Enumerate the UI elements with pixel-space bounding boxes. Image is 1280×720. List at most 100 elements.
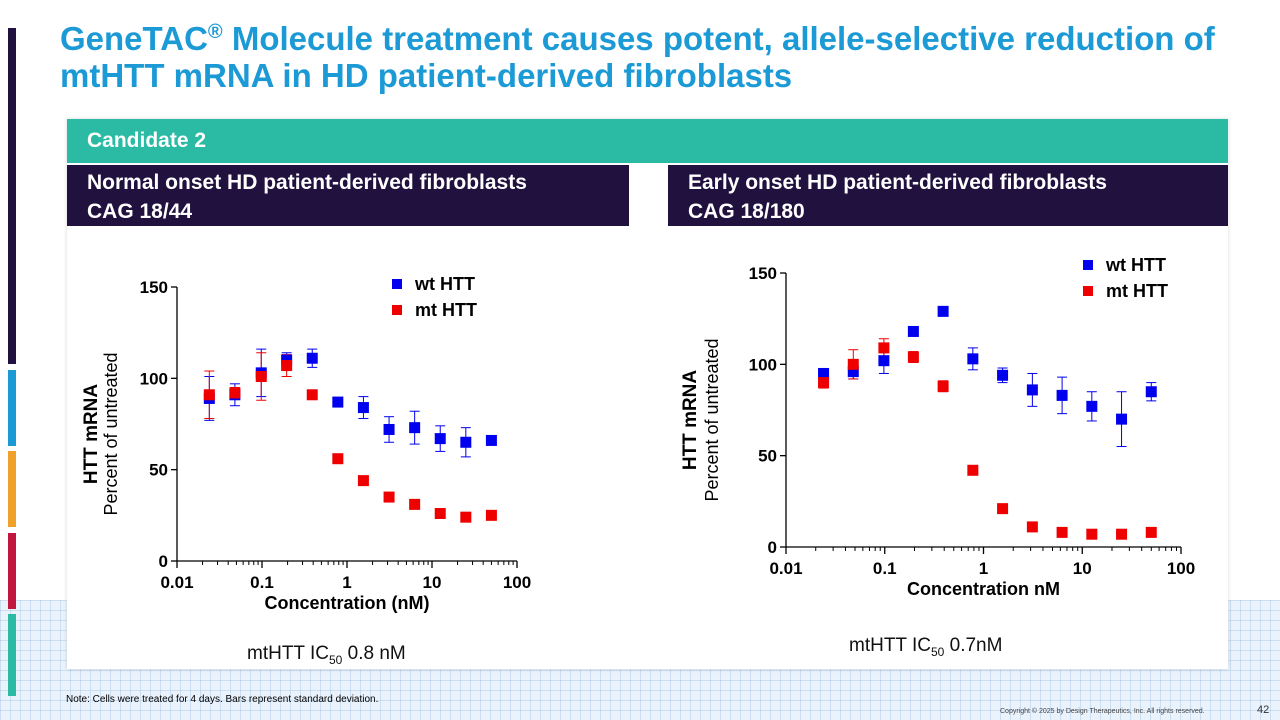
left-chart: 0 50 100 150 0.01 0.1 1 10 100 Concentration (nM)… <box>81 274 531 613</box>
wt-htt-point <box>818 367 830 379</box>
mt-htt-point <box>1116 528 1128 540</box>
mt-htt-point <box>281 360 293 372</box>
x-tick-label: 1 <box>979 559 988 578</box>
wt-htt-point <box>1086 400 1098 412</box>
slide-title: GeneTAC® Molecule treatment causes poten… <box>60 20 1240 94</box>
right-ic50-prefix: mtHTT IC <box>849 635 931 656</box>
registered-mark: ® <box>207 21 223 43</box>
left-ic50-sub: 50 <box>328 652 343 667</box>
mt-htt-point <box>907 351 919 363</box>
left-header-line1: Normal onset HD patient-derived fibrobla… <box>87 171 527 194</box>
left-ic50-prefix: mtHTT IC <box>247 643 329 664</box>
legend-label-mt: mt HTT <box>1106 281 1168 301</box>
right-ic50-value: 0.7nM <box>944 635 1003 656</box>
y-axis-label: HTT mRNA <box>81 384 102 485</box>
mt-htt-point <box>306 389 318 401</box>
accent-bar-1 <box>8 28 16 364</box>
accent-bar-4 <box>8 533 16 609</box>
left-header-line2: CAG 18/44 <box>87 200 193 223</box>
left-ic50-value: 0.8 nM <box>342 643 406 664</box>
wt-htt-point <box>460 436 472 448</box>
wt-htt-point <box>1145 386 1157 398</box>
y-tick-label: 50 <box>758 447 777 466</box>
x-tick-label: 0.1 <box>250 573 274 592</box>
wt-htt-point <box>409 422 421 434</box>
legend-marker-wt <box>392 279 402 289</box>
wt-htt-point <box>847 366 859 378</box>
accent-bar-5 <box>8 614 16 696</box>
mt-htt-point <box>818 377 830 389</box>
wt-htt-point <box>907 325 919 337</box>
left-ic50: mtHTT IC50 0.8 nM <box>247 643 406 667</box>
right-panel-header: Early onset HD patient-derived fibroblas… <box>668 165 1228 226</box>
legend-marker-wt <box>1083 260 1093 270</box>
x-tick-label: 0.01 <box>769 559 802 578</box>
legend-label-wt: wt HTT <box>414 274 475 294</box>
y-axis-sublabel: Percent of untreated <box>101 352 121 515</box>
wt-htt-point <box>937 305 949 317</box>
wt-htt-point <box>383 423 395 435</box>
x-tick-label: 0.01 <box>160 573 193 592</box>
mt-htt-point <box>1086 528 1098 540</box>
mt-htt-point <box>847 358 859 370</box>
legend-marker-mt <box>392 305 402 315</box>
wt-htt-point <box>967 353 979 365</box>
y-tick-label: 0 <box>159 552 168 571</box>
legend-marker-mt <box>1083 286 1093 296</box>
wt-htt-point <box>1026 384 1038 396</box>
results-card: Candidate 2 Normal onset HD patient-deri… <box>67 119 1228 669</box>
legend-label-mt: mt HTT <box>415 300 477 320</box>
mt-htt-point <box>229 387 241 399</box>
x-tick-label: 100 <box>503 573 531 592</box>
x-axis-label: Concentration nM <box>907 579 1060 599</box>
wt-htt-point <box>306 352 318 364</box>
mt-htt-point <box>878 342 890 354</box>
candidate-label: Candidate 2 <box>87 129 207 152</box>
x-axis-label: Concentration (nM) <box>265 593 430 613</box>
y-tick-label: 100 <box>140 369 168 388</box>
candidate-band: Candidate 2 <box>67 119 1228 163</box>
y-tick-label: 50 <box>149 461 168 480</box>
mt-htt-point <box>203 389 215 401</box>
mt-htt-point <box>967 464 979 476</box>
mt-htt-point <box>485 509 497 521</box>
title-part1: GeneTAC <box>60 20 208 57</box>
footnote: Note: Cells were treated for 4 days. Bar… <box>66 694 379 705</box>
mt-htt-point <box>434 508 446 520</box>
mt-htt-point <box>255 371 267 383</box>
mt-htt-point <box>937 380 949 392</box>
y-axis-sublabel: Percent of untreated <box>702 338 722 501</box>
page-number: 42 <box>1257 704 1270 716</box>
y-tick-label: 100 <box>749 355 777 374</box>
mt-htt-point <box>1056 526 1068 538</box>
right-header-line2: CAG 18/180 <box>688 200 805 223</box>
right-header-line1: Early onset HD patient-derived fibroblas… <box>688 171 1107 194</box>
x-tick-label: 0.1 <box>873 559 897 578</box>
x-tick-label: 10 <box>1073 559 1092 578</box>
accent-bar-3 <box>8 451 16 527</box>
mt-htt-point <box>409 498 421 510</box>
mt-htt-point <box>1145 526 1157 538</box>
mt-htt-point <box>1026 521 1038 533</box>
x-tick-label: 10 <box>423 573 442 592</box>
x-tick-label: 1 <box>342 573 351 592</box>
mt-htt-point <box>332 453 344 465</box>
y-tick-label: 150 <box>749 264 777 283</box>
title-part2: Molecule treatment causes potent, allele… <box>60 20 1215 94</box>
wt-htt-point <box>1056 389 1068 401</box>
y-tick-label: 150 <box>140 278 168 297</box>
wt-htt-point <box>878 355 890 367</box>
mt-htt-point <box>997 503 1009 515</box>
left-panel-header: Normal onset HD patient-derived fibrobla… <box>67 165 629 226</box>
copyright: Copyright © 2025 by Design Therapeutics,… <box>1000 708 1205 715</box>
legend-label-wt: wt HTT <box>1105 255 1166 275</box>
x-tick-label: 100 <box>1167 559 1195 578</box>
y-tick-label: 0 <box>768 538 777 557</box>
accent-bar-2 <box>8 370 16 446</box>
wt-htt-point <box>434 433 446 445</box>
wt-htt-point <box>485 434 497 446</box>
wt-htt-point <box>997 369 1009 381</box>
wt-htt-point <box>332 396 344 408</box>
wt-htt-point <box>1116 413 1128 425</box>
mt-htt-point <box>383 491 395 503</box>
